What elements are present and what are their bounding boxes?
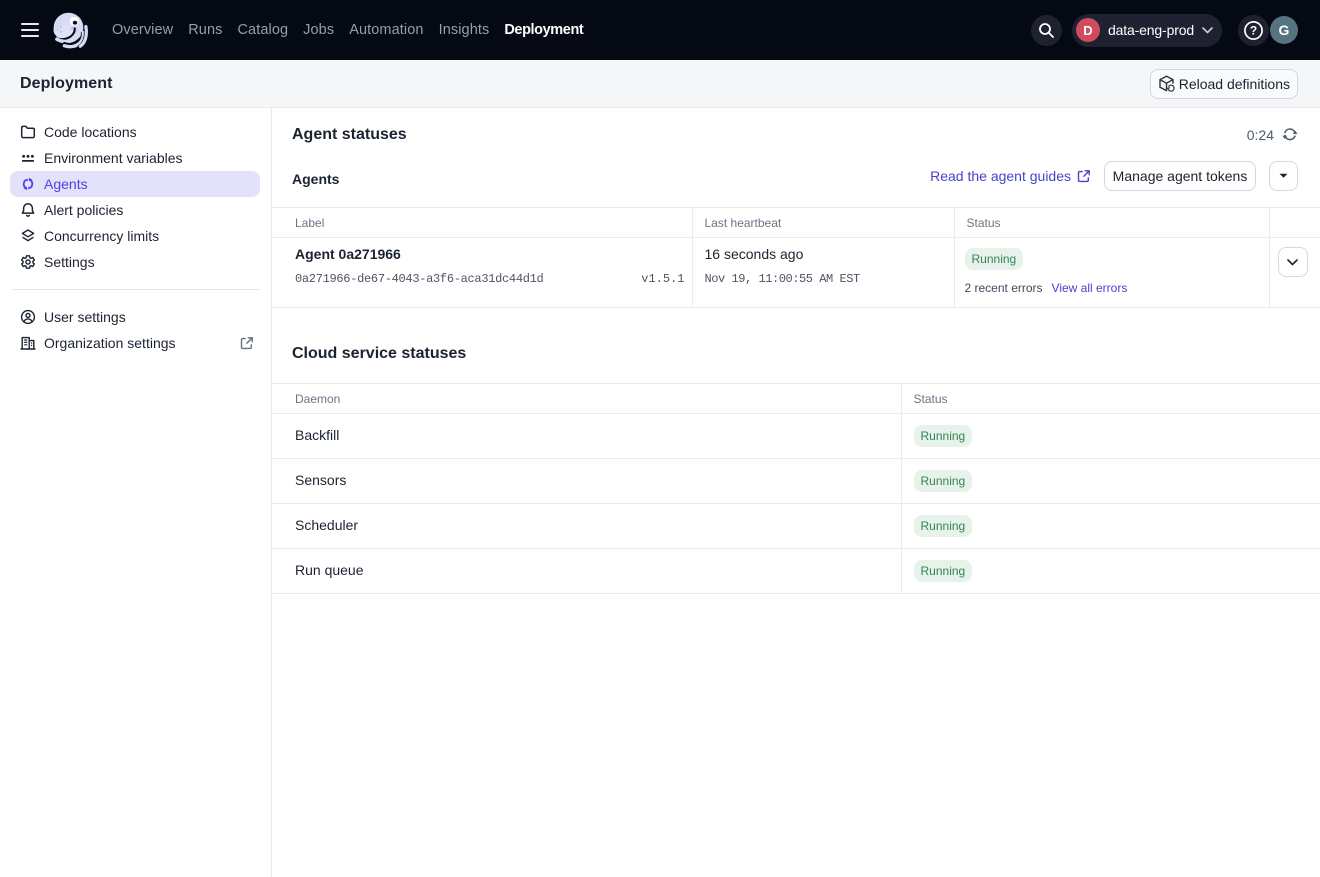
svg-text:?: ? [1250,23,1257,37]
